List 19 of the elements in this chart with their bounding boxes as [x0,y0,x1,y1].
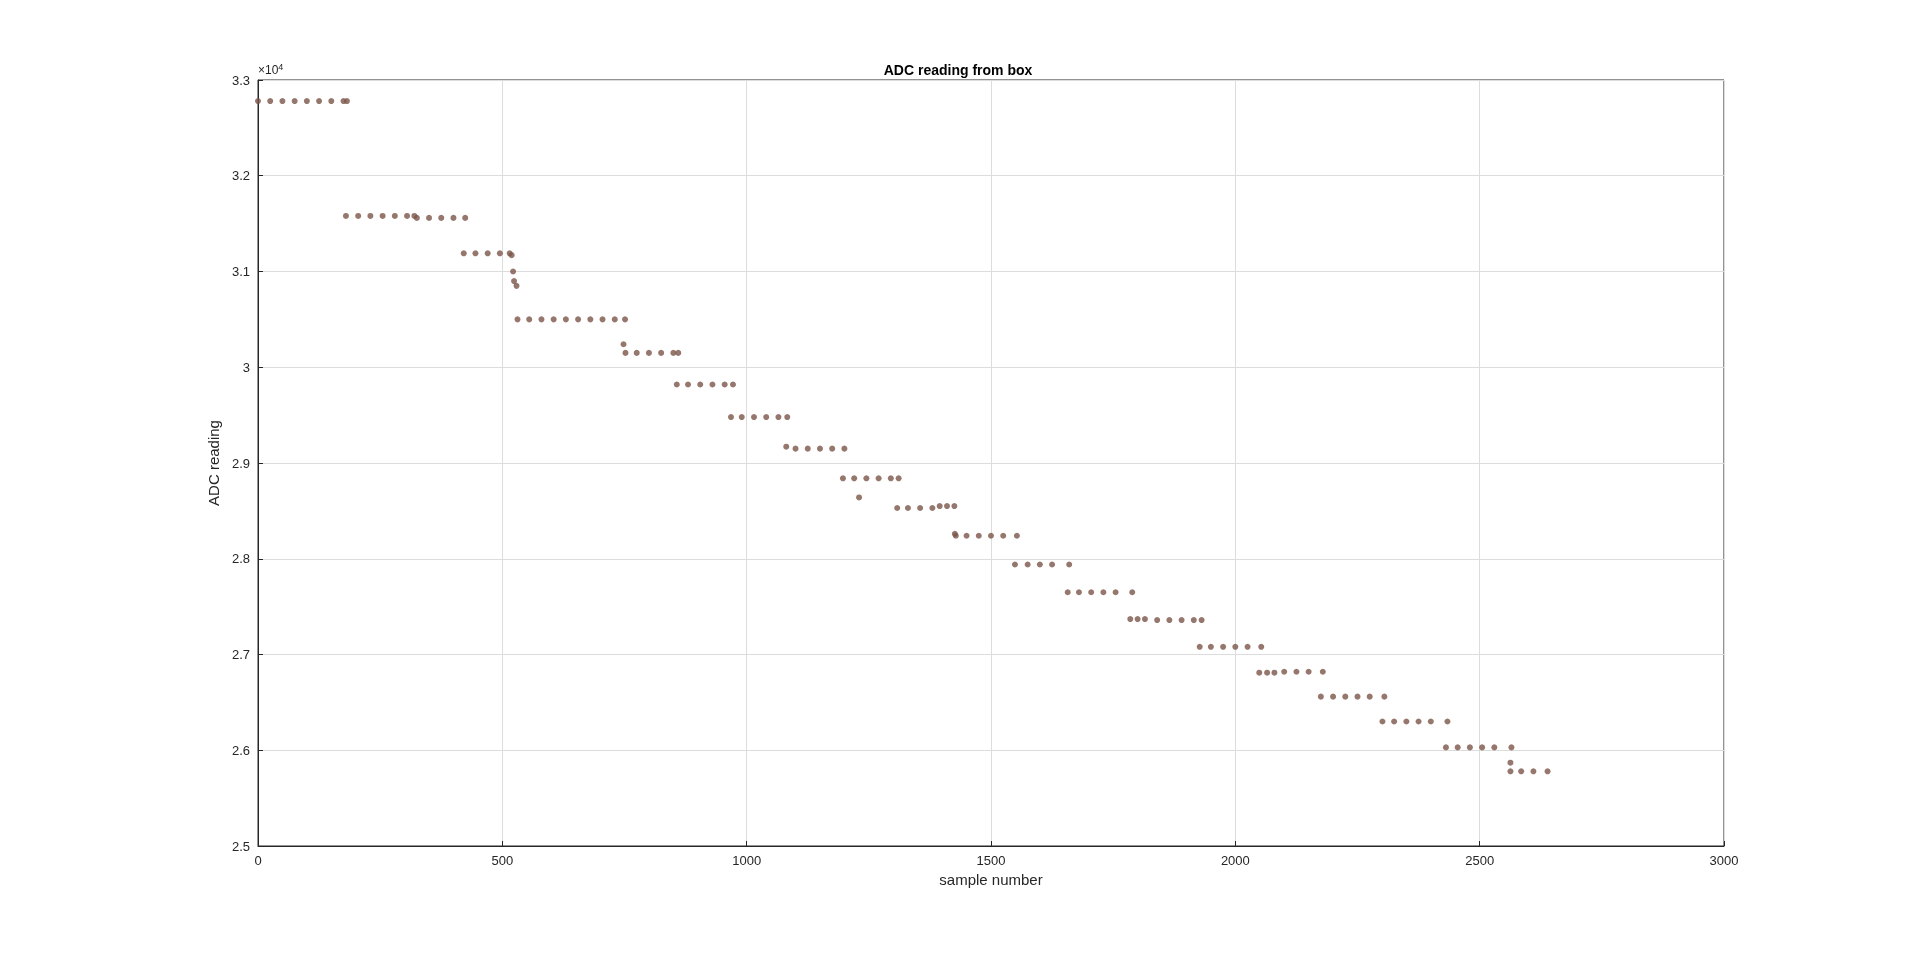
x-axis-title: sample number [939,871,1043,888]
x-tick-label: 1500 [976,853,1006,868]
y-tick-label: 3 [242,359,250,375]
y-tick-label: 2.6 [231,742,250,758]
chart-title: ADC reading from box [883,62,1033,78]
x-tick-label: 3000 [1709,853,1739,868]
y-tick-label: 2.8 [231,551,250,567]
y-tick-label: 2.7 [231,647,250,662]
y-tick-label: 3.2 [231,168,250,184]
y-tick-label: 3.1 [231,264,250,279]
y-tick-label: 2.5 [231,838,250,854]
y-tick-label: 3.3 [231,72,250,88]
y-axis-title: ADC reading [205,420,223,506]
x-tick-label: 2000 [1220,853,1250,868]
x-tick-label: 2500 [1465,853,1495,868]
x-tick-label: 500 [491,853,514,868]
y-tick-label: 2.9 [231,455,250,471]
x-tick-label: 0 [254,853,262,868]
x-tick-label: 1000 [732,853,762,868]
